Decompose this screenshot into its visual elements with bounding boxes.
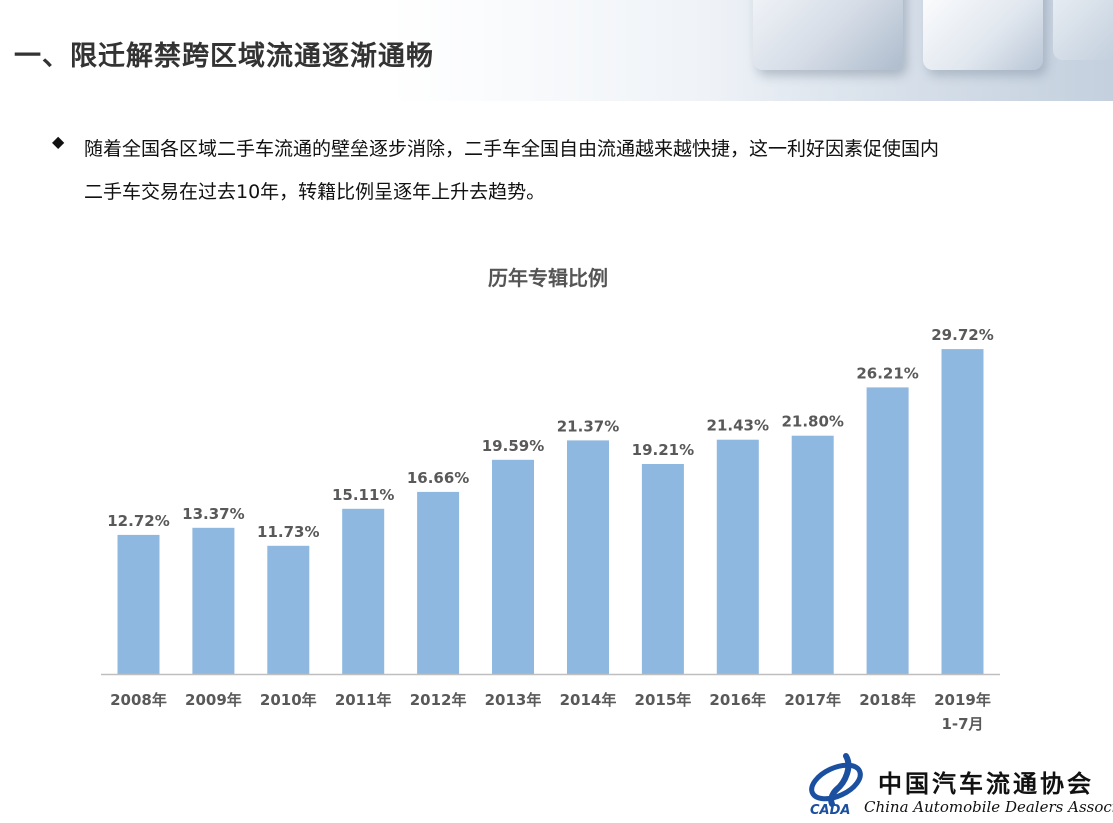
x-tick-label: 2015年 [635,691,692,709]
logo-chinese-name: 中国汽车流通协会 [878,769,1094,798]
data-label: 19.21% [632,441,694,459]
header-banner: 一、限迁解禁跨区域流通逐渐通畅 [0,0,1113,101]
cada-logo-icon: CADA [809,753,863,818]
data-label: 21.43% [707,417,769,435]
data-label: 13.37% [182,505,244,523]
data-label: 26.21% [856,364,918,382]
decorative-cube [923,0,1043,70]
decorative-cube [753,0,903,70]
x-tick-label: 2012年 [410,691,467,709]
bar [342,508,385,674]
x-tick-label: 2016年 [709,691,766,709]
x-tick-label: 2013年 [485,691,542,709]
x-tick-label: 2018年 [859,691,916,709]
data-label: 19.59% [482,437,544,455]
bar [791,435,834,674]
bar [417,491,460,674]
bar [866,387,909,674]
chart-title: 历年专辑比例 [488,266,608,290]
data-label: 16.66% [407,469,469,487]
x-tick-label: 2008年 [110,691,167,709]
data-label: 15.11% [332,486,394,504]
x-tick-label: 2017年 [784,691,841,709]
bullet-paragraph: 随着全国各区域二手车流通的壁垒逐步消除，二手车全国自由流通越来越快捷，这一利好因… [84,128,1094,214]
bullet-line: 二手车交易在过去10年，转籍比例呈逐年上升去趋势。 [84,181,546,203]
bar [117,534,160,674]
data-label: 29.72% [931,326,993,344]
diamond-bullet-icon: ◆ [52,132,65,151]
x-tick-label: 2014年 [560,691,617,709]
data-label: 21.37% [557,417,619,435]
bar [641,464,684,674]
bar [716,439,759,674]
data-label: 11.73% [257,523,319,541]
bar [567,440,609,674]
bullet-line: 随着全国各区域二手车流通的壁垒逐步消除，二手车全国自由流通越来越快捷，这一利好因… [84,138,940,160]
bar [267,545,310,674]
x-tick-label: 2019年 [934,691,991,709]
logo-mark-text: CADA [810,803,850,818]
page-title: 一、限迁解禁跨区域流通逐渐通畅 [14,41,434,72]
x-tick-label: 2009年 [185,691,242,709]
bar [941,349,984,674]
x-tick-label: 2011年 [335,691,392,709]
decorative-cube [1053,0,1113,60]
x-tick-label: 2010年 [260,691,317,709]
data-label: 12.72% [107,512,169,530]
bar [492,459,534,674]
data-label: 21.80% [781,413,843,431]
header-photo [713,0,1113,101]
logo-english-name: China Automobile Dealers Association [864,798,1113,816]
x-tick-label: 1-7月 [941,715,983,733]
cada-logo: CADA 中国汽车流通协会 China Automobile Dealers A… [806,752,1113,818]
bar [192,527,235,674]
